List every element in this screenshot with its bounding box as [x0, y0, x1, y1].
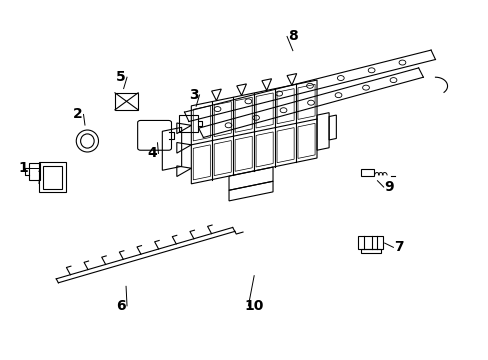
Text: 9: 9	[384, 180, 393, 194]
Bar	[29, 163, 40, 180]
Bar	[357, 236, 383, 249]
Text: 6: 6	[116, 299, 126, 313]
Text: 8: 8	[287, 30, 297, 44]
Bar	[360, 168, 373, 176]
Text: 1: 1	[18, 161, 28, 175]
Bar	[115, 93, 138, 110]
Text: 7: 7	[394, 240, 403, 255]
Text: 3: 3	[188, 88, 198, 102]
Bar	[179, 115, 197, 132]
Text: 4: 4	[147, 147, 157, 161]
Text: 2: 2	[73, 107, 82, 121]
Text: 10: 10	[244, 299, 264, 313]
Bar	[39, 162, 65, 192]
Text: 5: 5	[116, 70, 126, 84]
Bar	[43, 166, 61, 189]
Bar	[360, 249, 380, 253]
